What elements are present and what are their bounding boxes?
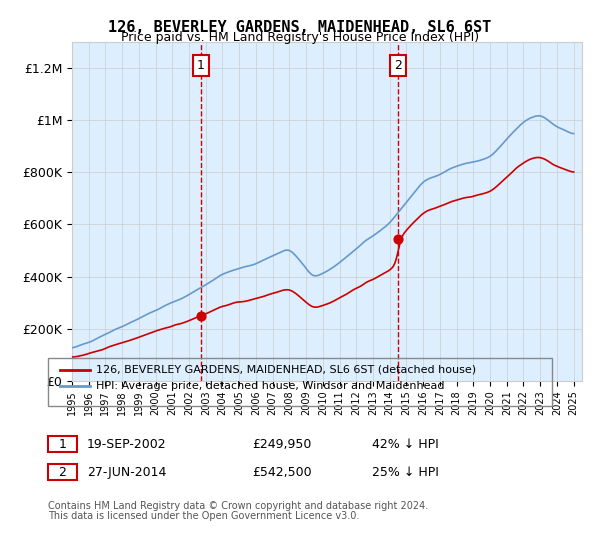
Text: 27-JUN-2014: 27-JUN-2014 bbox=[87, 465, 166, 479]
Text: This data is licensed under the Open Government Licence v3.0.: This data is licensed under the Open Gov… bbox=[48, 511, 359, 521]
Text: 2: 2 bbox=[394, 59, 402, 72]
Text: £249,950: £249,950 bbox=[252, 437, 311, 451]
Text: 126, BEVERLEY GARDENS, MAIDENHEAD, SL6 6ST: 126, BEVERLEY GARDENS, MAIDENHEAD, SL6 6… bbox=[109, 20, 491, 35]
Point bbox=[196, 311, 206, 320]
Text: 42% ↓ HPI: 42% ↓ HPI bbox=[372, 437, 439, 451]
Text: 25% ↓ HPI: 25% ↓ HPI bbox=[372, 465, 439, 479]
Text: 126, BEVERLEY GARDENS, MAIDENHEAD, SL6 6ST (detached house): 126, BEVERLEY GARDENS, MAIDENHEAD, SL6 6… bbox=[96, 365, 476, 375]
Text: Contains HM Land Registry data © Crown copyright and database right 2024.: Contains HM Land Registry data © Crown c… bbox=[48, 501, 428, 511]
Point bbox=[393, 235, 403, 244]
Text: 19-SEP-2002: 19-SEP-2002 bbox=[87, 437, 167, 451]
Text: 1: 1 bbox=[58, 437, 67, 451]
Text: HPI: Average price, detached house, Windsor and Maidenhead: HPI: Average price, detached house, Wind… bbox=[96, 381, 445, 391]
Text: 2: 2 bbox=[58, 465, 67, 479]
Text: Price paid vs. HM Land Registry's House Price Index (HPI): Price paid vs. HM Land Registry's House … bbox=[121, 31, 479, 44]
Text: £542,500: £542,500 bbox=[252, 465, 311, 479]
Text: 1: 1 bbox=[197, 59, 205, 72]
